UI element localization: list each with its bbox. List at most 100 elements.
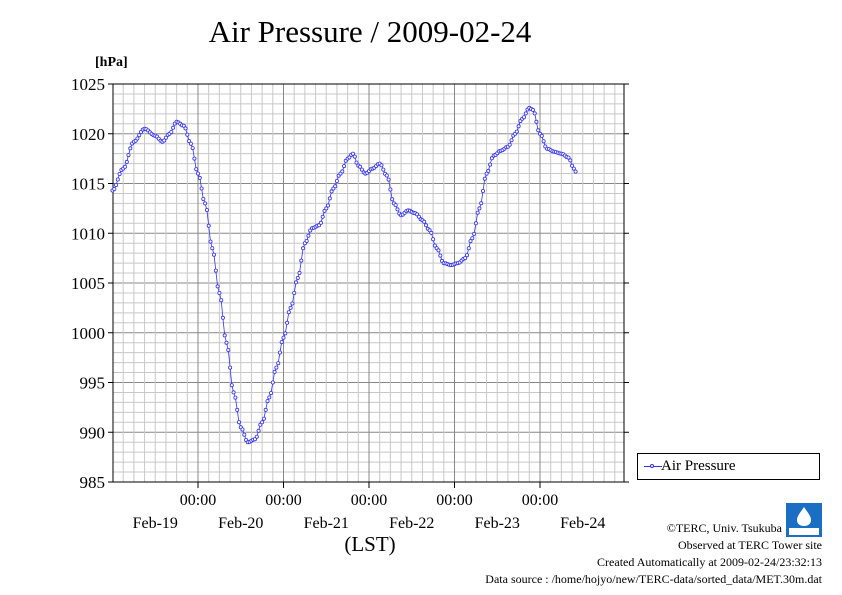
y-tick-label: 985 <box>80 473 106 492</box>
data-point <box>423 223 428 228</box>
data-point <box>522 115 527 120</box>
data-point <box>126 153 131 158</box>
data-point <box>486 168 491 173</box>
data-point <box>472 231 477 236</box>
data-point <box>224 340 229 345</box>
data-point <box>290 301 295 306</box>
data-point <box>204 207 209 212</box>
data-point <box>163 135 168 140</box>
y-tick-label: 1020 <box>71 125 105 144</box>
data-point <box>192 156 197 161</box>
legend: Air Pressure <box>637 453 820 480</box>
data-point <box>304 238 309 243</box>
data-point <box>219 298 224 303</box>
data-point <box>436 248 441 253</box>
data-point <box>208 239 213 244</box>
x-tick-label: 00:00 <box>436 492 472 509</box>
data-point <box>350 151 355 156</box>
data-point <box>516 124 521 129</box>
data-point <box>288 305 293 310</box>
data-point <box>523 111 528 116</box>
data-point <box>381 167 386 172</box>
data-point <box>169 129 174 134</box>
y-tick-label: 1000 <box>71 324 105 343</box>
data-point <box>306 233 311 238</box>
data-point <box>220 315 225 320</box>
legend-marker-icon <box>644 464 662 468</box>
footer-source: Data source : /home/hojyo/new/TERC-data/… <box>485 572 822 586</box>
data-point <box>541 139 546 144</box>
data-point <box>536 128 541 133</box>
data-point <box>272 369 277 374</box>
data-point <box>438 253 443 258</box>
data-point <box>117 171 122 176</box>
data-point <box>489 156 494 161</box>
data-point <box>299 258 304 263</box>
data-point <box>171 125 176 130</box>
data-point <box>422 219 427 224</box>
x-day-label: Feb-21 <box>304 515 349 532</box>
data-point <box>359 167 364 172</box>
data-point <box>393 203 398 208</box>
y-tick-label: 1010 <box>71 224 105 243</box>
data-point <box>281 335 286 340</box>
y-tick-label: 1015 <box>71 175 105 194</box>
data-point <box>463 256 468 261</box>
data-point <box>566 155 571 160</box>
data-point <box>379 163 384 168</box>
data-point <box>228 365 233 370</box>
data-point <box>286 310 291 315</box>
data-point <box>231 390 236 395</box>
data-point <box>475 210 480 215</box>
legend-label: Air Pressure <box>661 458 736 474</box>
data-point <box>295 275 300 280</box>
data-point <box>571 166 576 171</box>
data-point <box>235 407 240 412</box>
data-point <box>470 236 475 241</box>
data-point <box>514 129 519 134</box>
data-point <box>206 223 211 228</box>
data-point <box>256 428 261 433</box>
data-point <box>236 420 241 425</box>
x-day-label: Feb-23 <box>475 515 520 532</box>
data-point <box>229 383 234 388</box>
data-point <box>530 107 535 112</box>
data-point <box>285 320 290 325</box>
data-point <box>194 167 199 172</box>
x-axis-label: (LST) <box>344 532 396 556</box>
data-point <box>333 184 338 189</box>
data-point <box>488 162 493 167</box>
data-point <box>386 177 391 182</box>
data-point <box>484 171 489 176</box>
data-point <box>293 280 298 285</box>
data-point <box>242 432 247 437</box>
data-point <box>466 246 471 251</box>
data-point <box>334 178 339 183</box>
x-tick-label: 00:00 <box>180 492 216 509</box>
data-point <box>297 270 302 275</box>
data-point <box>429 230 434 235</box>
data-point <box>468 239 473 244</box>
y-tick-label: 990 <box>80 423 106 442</box>
data-point <box>342 164 347 169</box>
x-day-label: Feb-20 <box>218 515 263 532</box>
data-point <box>509 138 514 143</box>
data-point <box>217 290 222 295</box>
data-point <box>268 391 273 396</box>
footer-created: Created Automatically at 2009-02-24/23:3… <box>597 555 822 569</box>
y-axis-unit: [hPa] <box>95 55 128 70</box>
data-point <box>213 268 218 273</box>
data-point <box>318 220 323 225</box>
data-point <box>199 186 204 191</box>
data-point <box>226 347 231 352</box>
footer-copyright: ©TERC, Univ. Tsukuba <box>666 521 782 535</box>
x-day-label: Feb-22 <box>389 515 434 532</box>
data-point <box>534 119 539 124</box>
data-point <box>395 207 400 212</box>
series-air-pressure <box>110 105 578 445</box>
data-point <box>431 237 436 242</box>
data-point <box>188 141 193 146</box>
data-point <box>473 221 478 226</box>
